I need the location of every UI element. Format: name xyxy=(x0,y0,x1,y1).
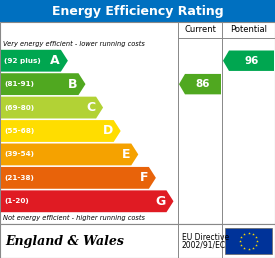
Bar xyxy=(0,0,275,22)
Polygon shape xyxy=(1,120,121,142)
Text: Not energy efficient - higher running costs: Not energy efficient - higher running co… xyxy=(3,215,145,221)
Polygon shape xyxy=(179,74,221,94)
Text: Current: Current xyxy=(184,26,216,35)
Bar xyxy=(225,228,272,254)
Text: (1-20): (1-20) xyxy=(4,198,29,204)
Bar xyxy=(0,22,275,224)
Text: B: B xyxy=(68,78,78,91)
Text: A: A xyxy=(50,54,60,67)
Text: (81-91): (81-91) xyxy=(4,81,34,87)
Bar xyxy=(0,224,275,258)
Text: (92 plus): (92 plus) xyxy=(4,58,41,64)
Text: (55-68): (55-68) xyxy=(4,128,34,134)
Text: C: C xyxy=(86,101,95,114)
Text: F: F xyxy=(139,171,148,184)
Text: G: G xyxy=(155,195,166,208)
Text: Energy Efficiency Rating: Energy Efficiency Rating xyxy=(52,4,223,18)
Text: Very energy efficient - lower running costs: Very energy efficient - lower running co… xyxy=(3,41,145,47)
Text: (69-80): (69-80) xyxy=(4,104,34,111)
Text: 86: 86 xyxy=(196,79,210,89)
Polygon shape xyxy=(1,50,68,72)
Polygon shape xyxy=(1,73,86,95)
Polygon shape xyxy=(1,143,138,165)
Polygon shape xyxy=(1,190,174,212)
Polygon shape xyxy=(1,167,156,189)
Polygon shape xyxy=(1,97,103,118)
Text: EU Directive: EU Directive xyxy=(182,232,229,241)
Text: E: E xyxy=(122,148,130,161)
Text: England & Wales: England & Wales xyxy=(5,235,124,247)
Text: (21-38): (21-38) xyxy=(4,175,34,181)
Text: D: D xyxy=(102,125,113,138)
Text: Potential: Potential xyxy=(230,26,267,35)
Text: 96: 96 xyxy=(244,56,259,66)
Text: 2002/91/EC: 2002/91/EC xyxy=(182,240,226,249)
Text: (39-54): (39-54) xyxy=(4,151,34,157)
Polygon shape xyxy=(223,51,274,71)
